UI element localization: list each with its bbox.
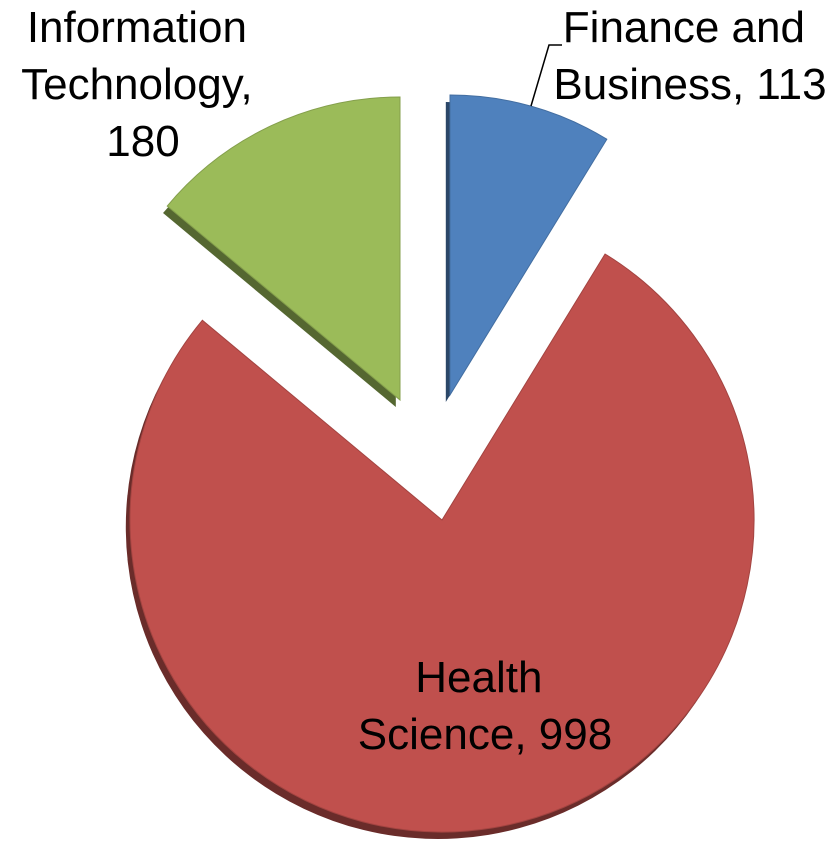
slice	[449, 94, 608, 397]
data-label: Finance and Business, 113	[553, 3, 826, 109]
slice	[129, 253, 755, 833]
data-label: Information Technology, 180	[21, 3, 265, 166]
data-label: Health Science, 998	[358, 653, 612, 759]
slice	[166, 96, 401, 402]
data-labels: Finance and Business, 113 Health Science,…	[21, 3, 826, 759]
pie	[125, 94, 755, 840]
leader-line	[530, 44, 562, 107]
